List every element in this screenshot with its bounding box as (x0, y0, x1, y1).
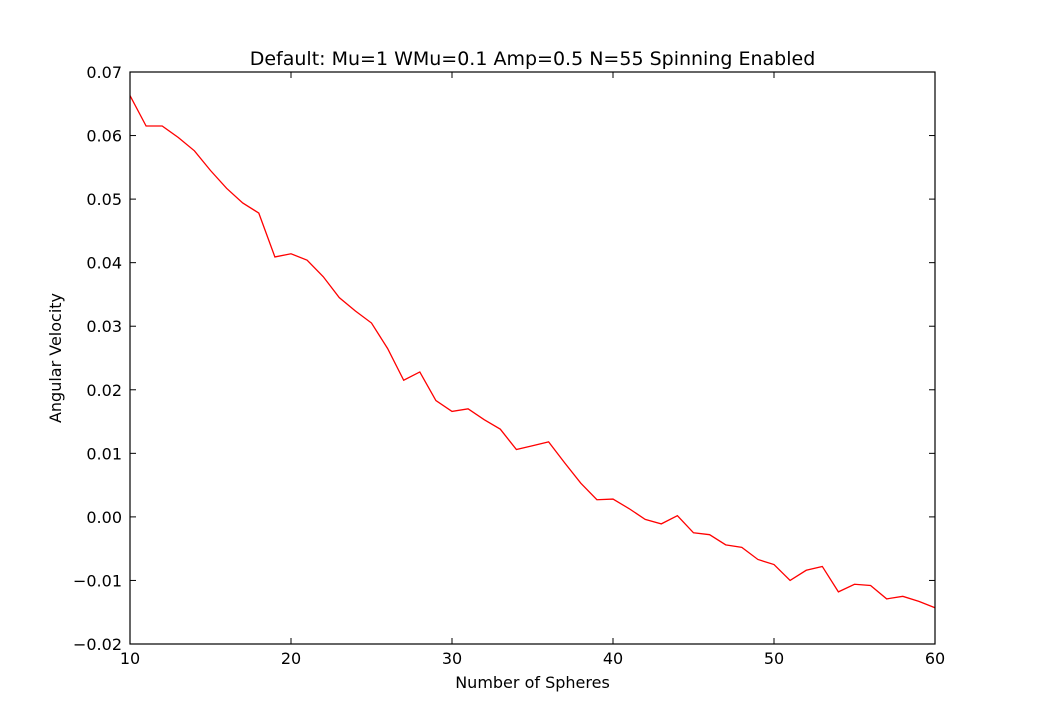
y-axis-label: Angular Velocity (46, 293, 65, 423)
axes-frame (129, 71, 936, 645)
y-tick-label: 0.00 (86, 508, 122, 527)
series-line (129, 95, 936, 609)
y-tick-label: −0.01 (73, 571, 122, 590)
x-tick-label: 60 (925, 649, 945, 668)
x-tick-label: 20 (281, 649, 301, 668)
y-axis: −0.02 −0.01 0.00 0.01 0.02 0.03 0.04 0.05 0.06 0.… (73, 63, 935, 654)
y-tick-label: 0.02 (86, 381, 122, 400)
x-axis-label: Number of Spheres (455, 673, 610, 692)
y-tick-label: 0.03 (86, 317, 122, 336)
y-tick-label: 0.07 (86, 63, 122, 82)
plot-area (129, 71, 936, 645)
x-axis: 10 20 30 40 50 60 (120, 72, 945, 668)
y-tick-label: −0.02 (73, 635, 122, 654)
y-tick-label: 0.05 (86, 190, 122, 209)
chart-title: Default: Mu=1 WMu=0.1 Amp=0.5 N=55 Spinn… (250, 48, 816, 70)
y-tick-label: 0.01 (86, 444, 122, 463)
x-tick-label: 40 (603, 649, 623, 668)
x-tick-label: 50 (764, 649, 784, 668)
x-tick-label: 30 (442, 649, 462, 668)
y-tick-label: 0.04 (86, 254, 122, 273)
y-tick-label: 0.06 (86, 127, 122, 146)
x-tick-label: 10 (120, 649, 140, 668)
